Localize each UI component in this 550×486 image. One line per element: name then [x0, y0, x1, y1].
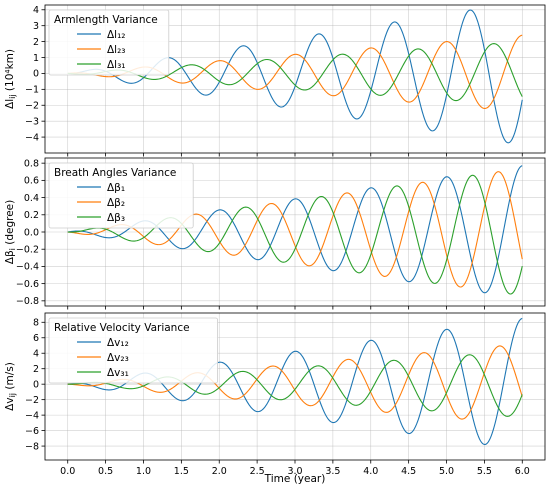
y-tick-label: 0.8: [24, 158, 39, 169]
legend: Armlength Variance Δl₁₂ Δl₂₃ Δl₃₁: [48, 9, 170, 76]
legend-entry: Δv₁₂: [107, 337, 129, 349]
panel-velocity: −8 −6 −4 −2 0 2 4 6 8 0.0 0.5 1.0 1.5 2.0 2.5 3.0 3.5 4.0…: [4, 312, 546, 477]
x-tick-label: 2.0: [212, 466, 227, 477]
x-tick-label: 1.5: [174, 466, 189, 477]
series-line-3: [67, 174, 523, 295]
legend-title: Armlength Variance: [54, 14, 158, 26]
y-tick-label: 2: [33, 364, 39, 375]
series-line-3: [67, 43, 523, 102]
x-tick-label: 0.5: [98, 466, 113, 477]
legend-entry: Δl₃₁: [107, 59, 126, 71]
x-tick-label: 1.0: [136, 466, 151, 477]
y-tick-label: −3: [25, 116, 39, 127]
y-tick-label: 0.0: [24, 227, 39, 238]
legend-entry: Δv₃₁: [107, 367, 129, 379]
legend: Relative Velocity Variance Δv₁₂ Δv₂₃ Δv₃₁: [48, 317, 219, 384]
x-tick-label: 6.0: [515, 466, 530, 477]
legend-entry: Δv₂₃: [107, 352, 129, 364]
x-tick-label: 4.5: [401, 466, 416, 477]
y-tick-label: 4: [33, 5, 39, 16]
y-tick-label: −8: [25, 441, 39, 452]
x-tick-label: 0.0: [60, 466, 75, 477]
y-tick-label: 0.4: [24, 193, 39, 204]
y-tick-label: 2: [33, 37, 39, 48]
y-tick-label: 0: [33, 379, 39, 390]
y-tick-label: −2: [25, 395, 39, 406]
y-tick-label: 6: [33, 333, 39, 344]
x-tick-label: 3.5: [325, 466, 340, 477]
x-tick-label: 5.0: [439, 466, 454, 477]
y-tick-label: −2: [25, 101, 39, 112]
y-tick-label: 8: [33, 318, 39, 329]
y-tick-label: 0.2: [24, 210, 39, 221]
legend-entry: Δβ₁: [107, 182, 125, 194]
x-tick-label: 2.5: [250, 466, 265, 477]
series-line-2: [67, 171, 523, 288]
y-tick-label: 0.6: [24, 176, 39, 187]
y-axis-label: Δlij (10⁴km): [4, 49, 17, 109]
y-tick-label: 1: [33, 53, 39, 64]
legend-frame: [48, 9, 170, 76]
y-tick-label: −0.2: [16, 245, 39, 256]
legend-title: Relative Velocity Variance: [54, 322, 190, 334]
x-tick-label: 4.0: [363, 466, 378, 477]
y-tick-label: −6: [25, 426, 39, 437]
x-axis-label: Time (year): [264, 473, 326, 485]
legend-entry: Δβ₂: [107, 197, 125, 209]
y-axis-label: Δβi (degree): [4, 200, 17, 264]
legend-entry: Δβ₃: [107, 212, 125, 224]
legend-entry: Δl₂₃: [107, 44, 126, 56]
x-tick-label: 3.0: [287, 466, 302, 477]
y-axis-label: Δvij (m/s): [4, 362, 17, 411]
panel-breath: −0.8 −0.6 −0.4 −0.2 0.0 0.2 0.4 0.6 0.8 Δβi (degr…: [4, 157, 546, 310]
legend-frame: [48, 162, 194, 229]
y-tick-label: −0.4: [16, 262, 39, 273]
y-tick-label: −0.6: [16, 279, 39, 290]
panel-armlength: −4 −3 −2 −1 0 1 2 3 4 Δlij (10⁴km) Armlength Varia…: [4, 4, 546, 157]
y-tick-label: 3: [33, 21, 39, 32]
series-line-3: [67, 354, 523, 417]
x-tick-label: 5.5: [477, 466, 492, 477]
y-tick-label: −0.8: [16, 296, 39, 307]
legend: Breath Angles Variance Δβ₁ Δβ₂ Δβ₃: [48, 162, 194, 229]
y-tick-label: −4: [25, 410, 39, 421]
y-tick-label: −1: [25, 85, 39, 96]
y-tick-label: −4: [25, 132, 39, 143]
y-tick-label: 0: [33, 69, 39, 80]
legend-entry: Δl₁₂: [107, 29, 126, 41]
legend-title: Breath Angles Variance: [54, 167, 176, 179]
legend-frame: [48, 317, 219, 384]
y-tick-label: 4: [33, 349, 39, 360]
